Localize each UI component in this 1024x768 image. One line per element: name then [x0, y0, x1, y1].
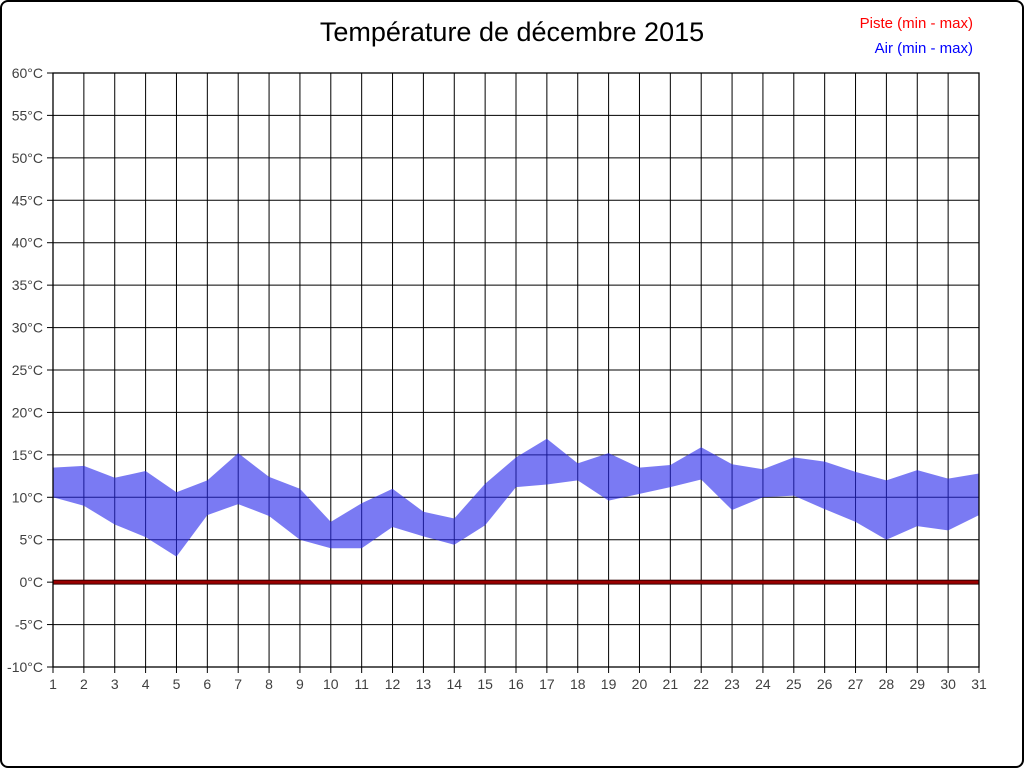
svg-text:60°C: 60°C: [12, 65, 43, 81]
svg-text:45°C: 45°C: [12, 192, 43, 208]
svg-text:30°C: 30°C: [12, 320, 43, 336]
svg-text:10°C: 10°C: [12, 489, 43, 505]
svg-text:55°C: 55°C: [12, 107, 43, 123]
svg-text:1: 1: [49, 676, 57, 692]
svg-text:28: 28: [879, 676, 895, 692]
svg-text:40°C: 40°C: [12, 235, 43, 251]
svg-text:5: 5: [173, 676, 181, 692]
svg-text:0°C: 0°C: [20, 574, 44, 590]
svg-text:30: 30: [940, 676, 956, 692]
svg-text:4: 4: [142, 676, 150, 692]
svg-text:27: 27: [848, 676, 864, 692]
svg-text:16: 16: [508, 676, 524, 692]
svg-text:22: 22: [693, 676, 709, 692]
svg-text:7: 7: [234, 676, 242, 692]
chart-legend: Piste (min - max) Air (min - max): [860, 11, 973, 61]
svg-text:29: 29: [909, 676, 925, 692]
svg-text:26: 26: [817, 676, 833, 692]
svg-text:6: 6: [203, 676, 211, 692]
svg-text:-5°C: -5°C: [15, 617, 43, 633]
svg-text:9: 9: [296, 676, 304, 692]
legend-item-air: Air (min - max): [874, 40, 973, 57]
svg-text:14: 14: [446, 676, 462, 692]
svg-text:20°C: 20°C: [12, 404, 43, 420]
svg-text:21: 21: [663, 676, 679, 692]
svg-text:8: 8: [265, 676, 273, 692]
svg-text:2: 2: [80, 676, 88, 692]
chart-title: Température de décembre 2015: [319, 17, 705, 47]
svg-text:17: 17: [539, 676, 555, 692]
svg-text:13: 13: [416, 676, 432, 692]
svg-text:35°C: 35°C: [12, 277, 43, 293]
svg-text:25: 25: [786, 676, 802, 692]
svg-text:50°C: 50°C: [12, 150, 43, 166]
svg-text:19: 19: [601, 676, 617, 692]
legend-item-piste: Piste (min - max): [859, 15, 973, 32]
svg-text:20: 20: [632, 676, 648, 692]
svg-text:18: 18: [570, 676, 586, 692]
svg-text:12: 12: [385, 676, 401, 692]
svg-text:10: 10: [323, 676, 339, 692]
svg-text:3: 3: [111, 676, 119, 692]
svg-text:5°C: 5°C: [20, 532, 44, 548]
svg-text:15: 15: [477, 676, 493, 692]
svg-text:31: 31: [971, 676, 987, 692]
svg-text:-10°C: -10°C: [7, 659, 43, 675]
svg-text:11: 11: [354, 676, 369, 692]
svg-text:23: 23: [724, 676, 740, 692]
svg-text:25°C: 25°C: [12, 362, 43, 378]
svg-text:24: 24: [755, 676, 771, 692]
svg-text:15°C: 15°C: [12, 447, 43, 463]
